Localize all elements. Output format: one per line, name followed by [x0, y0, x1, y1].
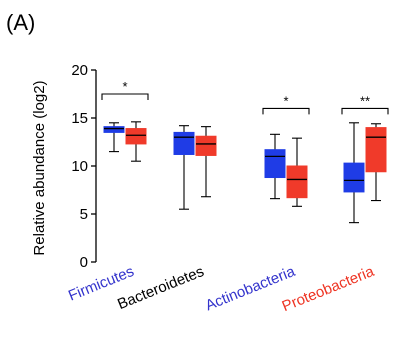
box-plot [286, 137, 308, 207]
y-tick-label: 15 [71, 110, 88, 127]
box [195, 135, 217, 156]
box [343, 162, 365, 193]
box-plot [365, 123, 387, 202]
panel-label: (A) [6, 10, 35, 35]
y-tick-label: 5 [80, 206, 88, 223]
box-plot [103, 122, 125, 153]
box-plot [343, 122, 365, 224]
box-plot [125, 121, 147, 162]
box-plot [195, 126, 217, 198]
bracket-line [262, 107, 310, 115]
category-labels: FirmicutesBacteroidetesActinobacteriaPro… [66, 263, 377, 316]
box [173, 131, 195, 155]
y-tick-label: 10 [71, 158, 88, 175]
bracket-line [101, 93, 149, 100]
significance-marker: * [122, 79, 127, 94]
significance-bracket: * [262, 93, 310, 115]
bracket-line [341, 107, 389, 115]
box [286, 165, 308, 199]
box-plot [173, 125, 195, 210]
y-tick-label: 0 [80, 254, 88, 271]
box [365, 127, 387, 173]
axes: 0 5 10 15 20 [71, 62, 97, 271]
significance-marker: ** [360, 93, 370, 108]
y-tick-label: 20 [71, 62, 88, 79]
plot-area: ** ** [101, 79, 389, 224]
category-label: Proteobacteria [280, 263, 377, 316]
significance-bracket: ** [341, 93, 389, 115]
y-axis-label: Relative abundance (log2) [31, 80, 48, 255]
significance-bracket: * [101, 79, 149, 100]
box [103, 126, 125, 133]
box-plot [264, 133, 286, 200]
box [264, 149, 286, 179]
significance-marker: * [283, 93, 288, 108]
box [125, 128, 147, 145]
